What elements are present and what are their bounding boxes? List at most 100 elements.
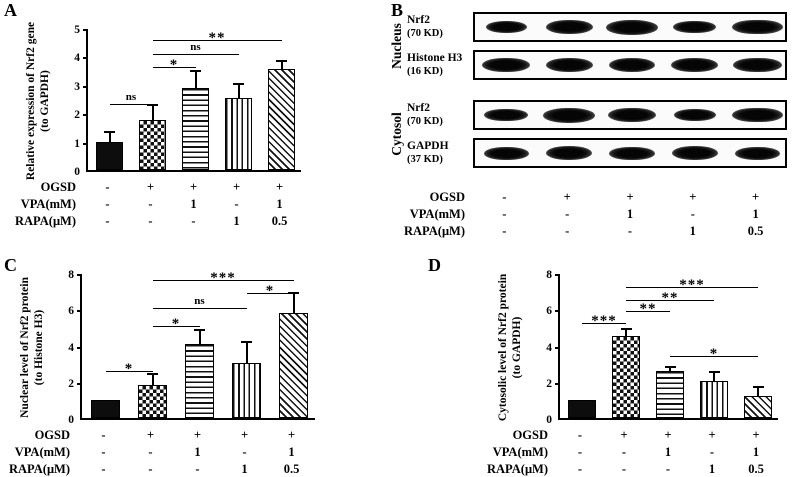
treatment-value: 1 bbox=[194, 445, 201, 459]
treatment-value: 0.5 bbox=[283, 462, 300, 476]
treatment-value: + bbox=[232, 180, 241, 194]
y-axis-title-line2: (to Histone H3) bbox=[33, 309, 45, 386]
significance-line: *** bbox=[626, 277, 758, 292]
panel-d-letter: D bbox=[428, 255, 441, 275]
significance-line: ns bbox=[152, 295, 247, 309]
treatment-value: - bbox=[148, 197, 153, 211]
error-bar-line bbox=[194, 72, 197, 88]
treatment-value: + bbox=[626, 190, 634, 204]
treatment-value: - bbox=[577, 428, 583, 442]
treatment-row-label: RAPA(μM) bbox=[15, 214, 76, 228]
treatment-value: - bbox=[148, 445, 153, 459]
treatment-value: + bbox=[193, 428, 202, 442]
panel-b-western-blots: B Nrf2 (70 KD) Histone H3 (16 KD) Nucleus Nrf… bbox=[385, 0, 798, 255]
panel-d-plot-area: 0 2 4 6 8 *** ** ** *** * bbox=[546, 269, 778, 426]
y-axis-title-line1: Cytosolic level of Nrf2 protein bbox=[497, 273, 509, 422]
y-tick-mark bbox=[77, 382, 82, 385]
bar bbox=[184, 343, 215, 418]
y-tick-label: 6 bbox=[546, 305, 552, 318]
error-bar-line bbox=[669, 368, 671, 371]
treatment-value: 1 bbox=[708, 462, 716, 476]
error-bar-cap bbox=[664, 366, 676, 369]
treatment-value: - bbox=[627, 224, 633, 238]
treatment-value: - bbox=[148, 462, 153, 476]
error-bar-cap bbox=[752, 386, 764, 389]
treatment-value: 0.5 bbox=[748, 462, 764, 476]
protein-name: Histone H3 bbox=[407, 52, 463, 64]
significance-label: *** bbox=[210, 270, 236, 287]
error-bar-cap bbox=[194, 329, 205, 331]
blot-label-nrf2: Nrf2 (70 KD) bbox=[407, 102, 443, 128]
treatment-value: 0.5 bbox=[747, 224, 764, 238]
significance-label: ns bbox=[190, 41, 201, 54]
y-axis-title-line2: (to GAPDH) bbox=[511, 316, 523, 379]
error-bar-line bbox=[151, 375, 154, 386]
significance-label: ns bbox=[125, 90, 137, 103]
error-bar-cap bbox=[241, 340, 252, 343]
treatment-value: - bbox=[565, 224, 570, 238]
treatment-value: 1 bbox=[752, 207, 759, 221]
error-bar-cap bbox=[233, 82, 244, 85]
significance-label: * bbox=[709, 345, 719, 362]
protein-band bbox=[732, 107, 783, 123]
bar bbox=[137, 385, 168, 418]
significance-label: * bbox=[169, 56, 179, 73]
error-bar-cap bbox=[620, 328, 632, 331]
treatment-value: - bbox=[502, 190, 507, 204]
treatment-value: - bbox=[105, 214, 110, 228]
significance-label: ** bbox=[639, 301, 657, 318]
significance-line: * bbox=[105, 362, 153, 377]
treatment-value: + bbox=[240, 428, 249, 442]
treatment-value: 0.5 bbox=[271, 214, 288, 228]
panel-c-letter: C bbox=[4, 255, 17, 275]
y-tick-mark bbox=[555, 310, 560, 313]
protein-band bbox=[608, 58, 656, 72]
protein-band bbox=[607, 108, 657, 122]
significance-line: ** bbox=[626, 302, 670, 317]
treatment-value: - bbox=[690, 207, 695, 221]
panel-c-plot-area: 0 2 4 6 8 * * ns * *** bbox=[68, 269, 315, 426]
treatment-row-label: VPA(mM) bbox=[20, 197, 76, 211]
protein-band bbox=[606, 19, 658, 35]
y-tick-mark bbox=[83, 114, 88, 117]
protein-band bbox=[545, 58, 593, 72]
treatment-value: - bbox=[502, 224, 507, 238]
treatment-row-label: VPA(mM) bbox=[409, 207, 465, 221]
error-bar-cap bbox=[276, 60, 287, 63]
protein-band bbox=[673, 20, 717, 34]
treatment-value: + bbox=[146, 180, 155, 194]
significance-line: *** bbox=[152, 271, 294, 286]
panel-b-letter: B bbox=[391, 0, 404, 20]
bar bbox=[268, 69, 295, 170]
treatment-value: - bbox=[709, 445, 715, 459]
y-tick-label: 4 bbox=[68, 341, 74, 354]
panel-c-y-axis-title: Nuclear level of Nrf2 protein (to Histon… bbox=[18, 240, 46, 455]
y-tick-mark bbox=[77, 346, 82, 349]
treatment-value: 1 bbox=[241, 462, 248, 476]
protein-band bbox=[671, 146, 718, 160]
y-tick-label: 4 bbox=[546, 341, 552, 354]
treatment-value: 1 bbox=[190, 197, 197, 211]
blot-label-gapdh: GAPDH (37 KD) bbox=[407, 140, 449, 166]
blot-label-histone-h3: Histone H3 (16 KD) bbox=[407, 52, 462, 78]
treatment-row-label: OGSD bbox=[429, 190, 465, 204]
protein-band bbox=[734, 146, 781, 160]
y-axis-title-line1: Nuclear level of Nrf2 protein bbox=[19, 277, 31, 418]
blot-strip bbox=[473, 12, 787, 42]
bar bbox=[568, 399, 596, 418]
treatment-row-label: OGSD bbox=[34, 428, 70, 442]
protein-band bbox=[484, 108, 529, 122]
significance-line: * bbox=[246, 284, 294, 299]
treatment-value: - bbox=[101, 445, 106, 459]
treatment-value: - bbox=[577, 445, 583, 459]
treatment-value: - bbox=[105, 197, 110, 211]
treatment-value: - bbox=[148, 214, 153, 228]
bar bbox=[231, 362, 262, 418]
panel-a-letter: A bbox=[4, 0, 17, 20]
treatment-row-label: VPA(mM) bbox=[14, 445, 70, 459]
treatment-row-label: RAPA(μM) bbox=[404, 224, 465, 238]
bar bbox=[612, 335, 640, 418]
treatment-value: + bbox=[689, 190, 697, 204]
y-tick-label: 2 bbox=[546, 377, 552, 390]
y-tick-label: 8 bbox=[546, 269, 552, 281]
